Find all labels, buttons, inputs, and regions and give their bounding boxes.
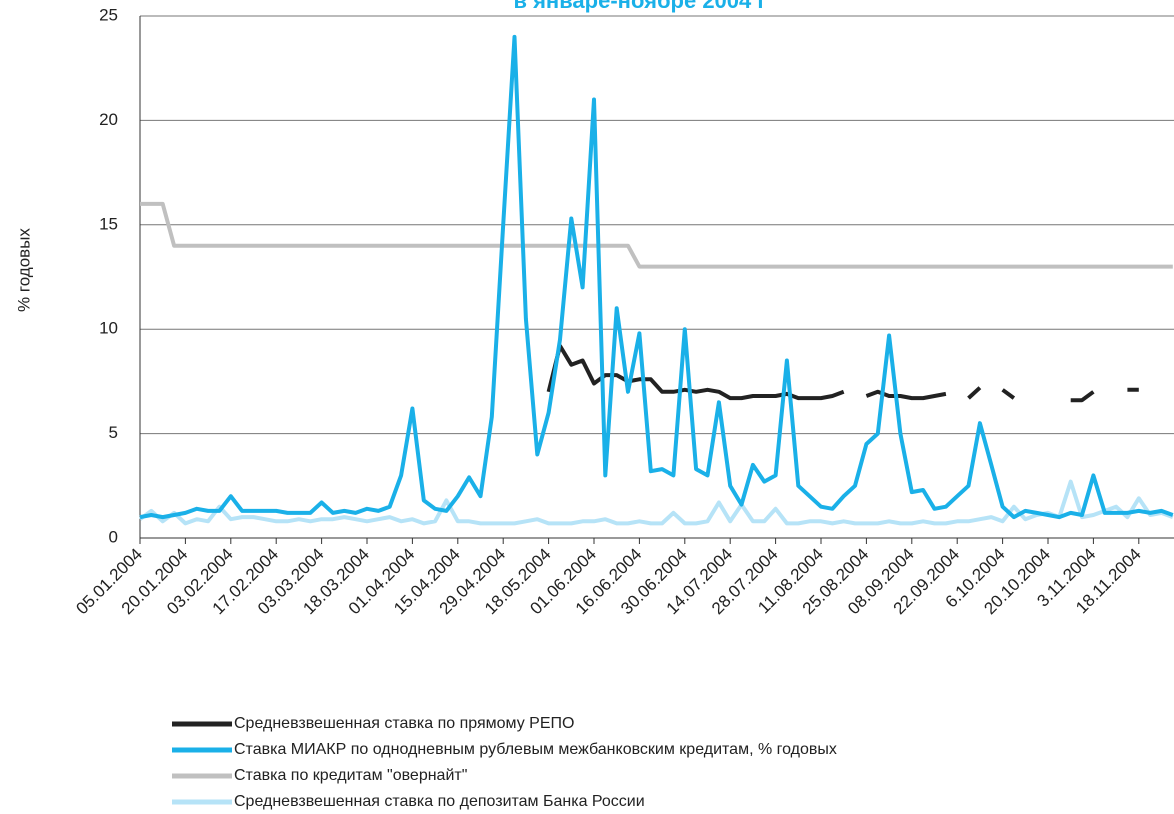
y-tick-label: 0 — [109, 527, 118, 546]
y-tick-label: 5 — [109, 423, 118, 442]
legend-label: Средневзвешенная ставка по депозитам Бан… — [234, 793, 645, 810]
series-line — [140, 201, 1173, 269]
y-tick-label: 15 — [99, 214, 118, 233]
y-axis-label: % годовых — [14, 228, 33, 312]
y-tick-label: 10 — [99, 319, 118, 338]
y-tick-label: 20 — [99, 110, 118, 129]
legend-label: Средневзвешенная ставка по прямому РЕПО — [234, 715, 574, 732]
y-tick-label: 25 — [99, 5, 118, 24]
legend-label: Ставка по кредитам "овернайт" — [234, 767, 467, 784]
chart-title: в январе-ноябре 2004 г — [513, 0, 766, 13]
series-line — [138, 479, 1174, 526]
series-line — [546, 343, 1139, 403]
legend-label: Ставка МИАКР по однодневным рублевым меж… — [234, 741, 837, 758]
series-line — [139, 34, 1174, 520]
